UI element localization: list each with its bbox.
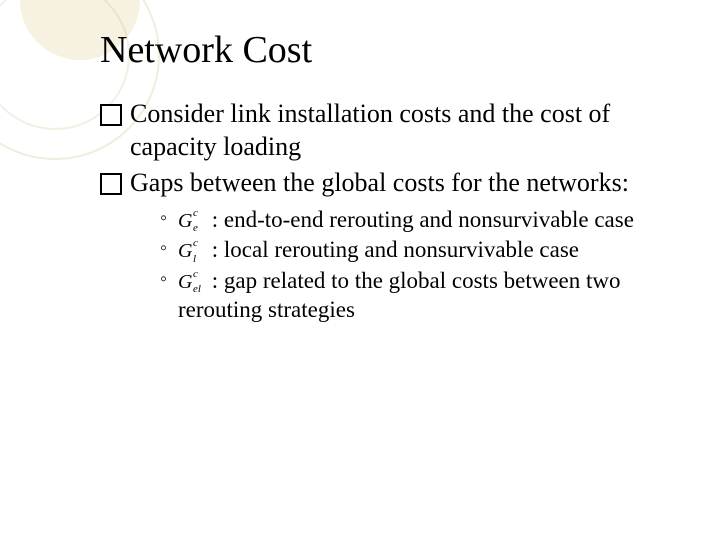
symbol-subscript: e [193, 222, 198, 236]
math-symbol: G c el [178, 270, 206, 295]
bullet-text: Gaps between the global costs for the ne… [130, 168, 629, 197]
symbol-base: G [178, 271, 192, 293]
sub-bullet-list: G c e : end-to-end rerouting and nonsurv… [160, 206, 680, 325]
sub-bullet-item: G c e : end-to-end rerouting and nonsurv… [160, 206, 680, 235]
symbol-superscript: c [193, 268, 198, 282]
slide-body: Network Cost Consider link installation … [0, 0, 720, 540]
symbol-superscript: c [193, 207, 198, 221]
sub-bullet-text: : end-to-end rerouting and nonsurvivable… [212, 207, 634, 232]
bullet-item: Gaps between the global costs for the ne… [100, 167, 680, 325]
math-symbol: G c l [178, 239, 206, 264]
symbol-subscript: el [193, 283, 201, 297]
sub-bullet-item: G c l : local rerouting and nonsurvivabl… [160, 236, 680, 265]
slide-title: Network Cost [100, 28, 680, 72]
sub-bullet-item: G c el : gap related to the global costs… [160, 267, 680, 325]
bullet-text: Consider link installation costs and the… [130, 99, 610, 161]
symbol-subscript: l [193, 253, 196, 267]
sub-bullet-text: : local rerouting and nonsurvivable case [212, 237, 579, 262]
bullet-item: Consider link installation costs and the… [100, 98, 680, 163]
math-symbol: G c e [178, 209, 206, 234]
symbol-superscript: c [193, 237, 198, 251]
sub-bullet-text: : gap related to the global costs betwee… [178, 268, 621, 322]
symbol-base: G [178, 210, 192, 232]
symbol-base: G [178, 240, 192, 262]
bullet-list: Consider link installation costs and the… [100, 98, 680, 325]
